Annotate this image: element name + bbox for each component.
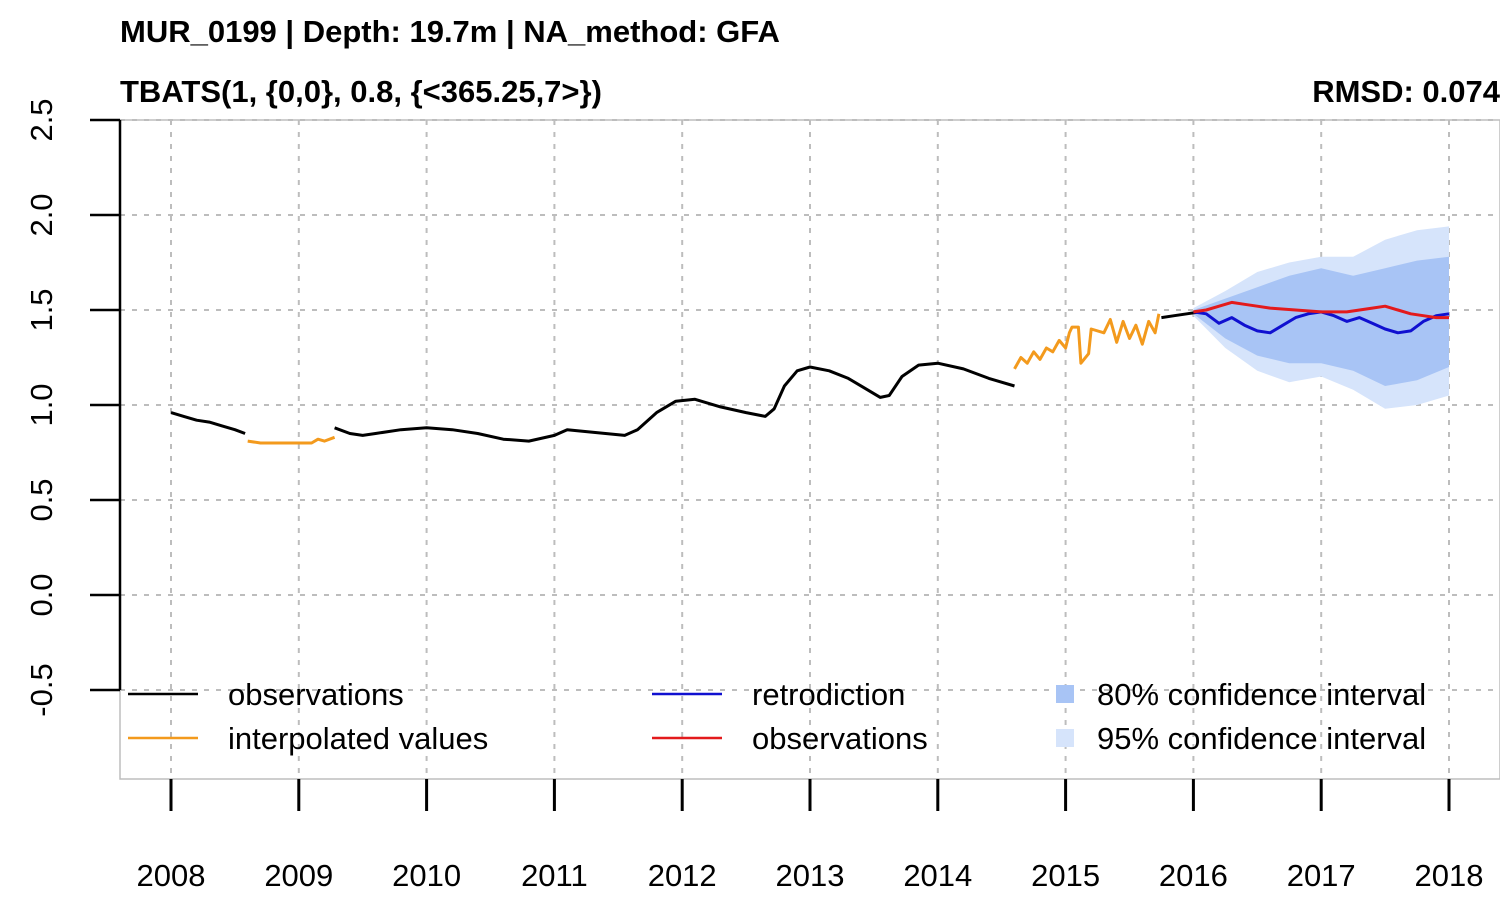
- x-ticks: 2008 2009 2010 2011 2012 2013 2014 2015 2016 2017…: [137, 779, 1484, 893]
- y-axis: -0.5 0.0 0.5 1.0 1.5 2.0 2.5: [24, 98, 122, 717]
- x-tick-label: 2016: [1159, 858, 1228, 893]
- legend-label-95ci: 95% confidence interval: [1097, 721, 1426, 756]
- chart-title: MUR_0199 | Depth: 19.7m | NA_method: GFA: [120, 14, 780, 49]
- series-line-interpolated-values-1: [1013, 313, 1161, 370]
- x-axis: 2008 2009 2010 2011 2012 2013 2014 2015 2016 2017…: [137, 779, 1484, 893]
- x-tick-label: 2008: [137, 858, 206, 893]
- rmsd-label: RMSD: 0.074: [1312, 74, 1500, 109]
- legend-label-interpolated: interpolated values: [228, 721, 488, 756]
- series-line-observations-0: [334, 361, 1015, 443]
- y-tick-label: 0.5: [24, 478, 59, 521]
- y-tick-label: 1.0: [24, 383, 59, 426]
- y-ticks: -0.5 0.0 0.5 1.0 1.5 2.0 2.5: [24, 98, 120, 717]
- series-line-interpolated-values-1: [247, 435, 336, 445]
- x-tick-label: 2015: [1031, 858, 1100, 893]
- y-tick-label: 0.0: [24, 573, 59, 616]
- series-line-observations-3: [1193, 300, 1449, 320]
- series-lines: [170, 300, 1450, 445]
- x-tick-label: 2010: [392, 858, 461, 893]
- legend-swatch-95ci: [1056, 729, 1074, 747]
- chart-subtitle: TBATS(1, {0,0}, 0.8, {<365.25,7>}): [120, 74, 602, 109]
- y-tick-label: 1.5: [24, 288, 59, 331]
- x-tick-label: 2018: [1415, 858, 1484, 893]
- legend: observations interpolated values retrodi…: [128, 677, 1426, 756]
- x-tick-label: 2017: [1287, 858, 1356, 893]
- legend-label-retrodiction: retrodiction: [752, 677, 905, 712]
- band-80-confidence-interval: [1193, 256, 1449, 386]
- y-tick-label: 2.0: [24, 193, 59, 236]
- legend-label-observations-red: observations: [752, 721, 928, 756]
- x-tick-label: 2014: [903, 858, 972, 893]
- legend-swatch-80ci: [1056, 685, 1074, 703]
- series-line-observations-0: [170, 411, 246, 435]
- x-tick-label: 2009: [264, 858, 333, 893]
- confidence-bands: [1193, 226, 1449, 409]
- legend-label-observations: observations: [228, 677, 404, 712]
- y-tick-label: -0.5: [24, 663, 59, 716]
- y-tick-label: 2.5: [24, 98, 59, 141]
- legend-label-80ci: 80% confidence interval: [1097, 677, 1426, 712]
- x-tick-label: 2012: [648, 858, 717, 893]
- x-tick-label: 2011: [521, 858, 588, 893]
- x-tick-label: 2013: [776, 858, 845, 893]
